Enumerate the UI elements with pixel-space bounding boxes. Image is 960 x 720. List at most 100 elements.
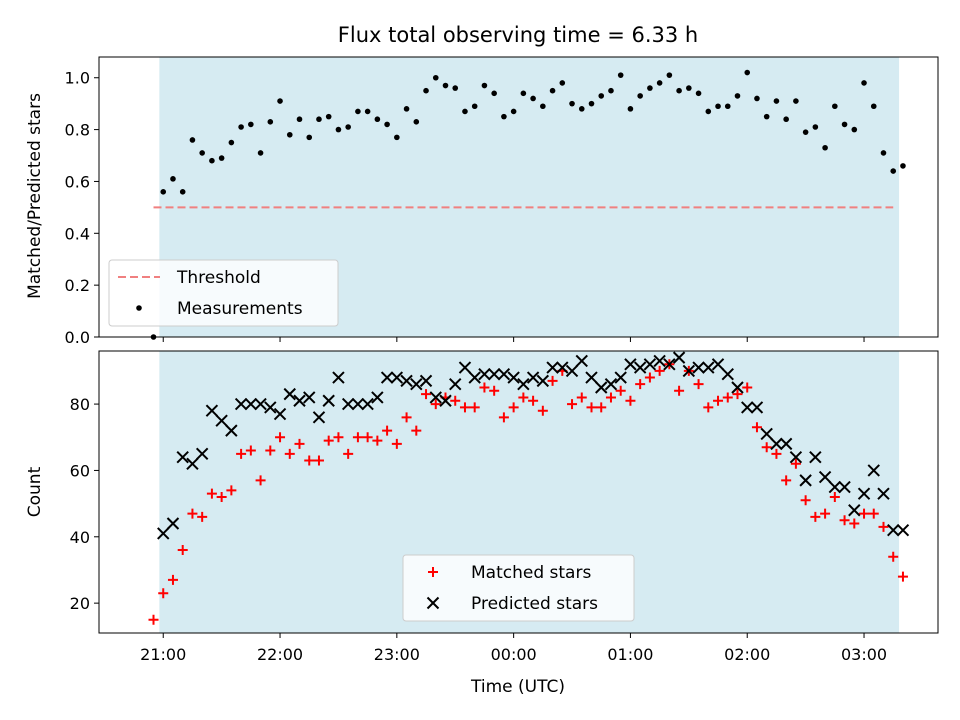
matched-star-point — [421, 389, 432, 400]
predicted-star-point — [439, 394, 452, 407]
predicted-star-point — [857, 487, 871, 500]
predicted-star-point — [595, 381, 608, 394]
measurement-point — [686, 85, 692, 91]
measurement-point — [179, 189, 186, 195]
measurement-point — [228, 139, 235, 146]
measurement-point — [316, 116, 322, 123]
predicted-star-point — [536, 374, 550, 388]
ratio-panel: 0.0 0.2 0.4 0.6 0.8 1.0 Threshold Measurements — [65, 56, 939, 347]
predicted-star-point — [234, 397, 248, 411]
matched-star-point — [713, 395, 724, 406]
measurement-point — [578, 106, 585, 112]
matched-star-point — [596, 402, 607, 413]
measurement-point — [617, 72, 624, 78]
matched-star-point — [450, 395, 461, 406]
predicted-star-point — [322, 394, 335, 407]
predicted-star-point — [721, 368, 734, 381]
predicted-star-point — [818, 470, 832, 484]
predicted-star-point — [663, 358, 676, 371]
legend-entry-matched: Matched stars — [471, 563, 591, 583]
measurement-point — [793, 98, 799, 104]
matched-star-point — [158, 588, 169, 599]
x-tick-label: 01:00 — [607, 645, 653, 664]
predicted-star-point — [166, 517, 180, 530]
matched-star-point — [829, 491, 840, 502]
measurement-point — [481, 82, 488, 89]
predicted-star-point — [546, 361, 559, 374]
matched-star-point — [401, 412, 412, 423]
measurement-point — [598, 93, 605, 99]
predicted-star-point — [750, 401, 764, 414]
legend: Matched stars Predicted stars — [402, 554, 635, 622]
predicted-star-point — [624, 358, 637, 371]
predicted-star-point — [195, 447, 209, 461]
matched-star-point — [693, 379, 704, 390]
matched-star-point — [206, 488, 217, 499]
matched-star-point — [732, 389, 743, 400]
count-panel: 20 40 60 80 21:00 22:00 23:00 00:00 01:00 02:00 03… — [70, 350, 939, 664]
predicted-star-point — [312, 411, 326, 424]
predicted-star-point — [887, 523, 900, 537]
measurement-point — [559, 80, 566, 86]
measurement-point — [647, 85, 653, 91]
matched-star-point — [839, 515, 850, 526]
matched-star-point — [411, 425, 422, 436]
measurement-point — [238, 124, 244, 130]
predicted-star-point — [390, 371, 404, 384]
y-tick-label: 1.0 — [65, 69, 90, 88]
y-tick-label: 60 — [70, 461, 90, 480]
predicted-star-point — [682, 364, 696, 378]
matched-star-point — [635, 379, 646, 390]
matched-star-point — [469, 402, 480, 413]
matched-star-point — [644, 372, 655, 383]
measurement-point — [345, 124, 351, 130]
matched-star-point — [372, 435, 383, 446]
predicted-star-point — [692, 361, 705, 374]
y-tick-label: 40 — [70, 528, 90, 547]
measurement-point — [861, 80, 867, 86]
legend-box — [108, 259, 339, 327]
matched-star-point — [849, 518, 860, 529]
predicted-star-point — [877, 487, 890, 500]
predicted-star-point — [215, 414, 228, 427]
matched-star-point — [820, 508, 831, 519]
x-tick-label: 00:00 — [491, 645, 537, 664]
measurement-point — [783, 116, 789, 123]
measurement-point — [880, 150, 887, 156]
legend-matched-swatch — [428, 567, 438, 577]
y-tick-label: 0.8 — [65, 121, 90, 140]
predicted-star-point — [517, 377, 530, 391]
matched-star-point — [294, 438, 305, 449]
matched-star-point — [878, 521, 889, 532]
measurement-point — [413, 119, 420, 125]
predicted-star-point — [614, 371, 627, 384]
x-tick-label: 23:00 — [374, 645, 420, 664]
measurement-point — [286, 131, 293, 138]
measurement-point — [491, 90, 497, 97]
matched-star-point — [751, 422, 762, 433]
measurement-point — [364, 108, 371, 115]
matched-star-point — [742, 382, 753, 393]
matched-star-point — [722, 392, 733, 403]
measurement-point — [160, 189, 167, 195]
matched-star-point — [528, 395, 539, 406]
predicted-star-point — [867, 464, 880, 477]
measurement-point — [822, 144, 828, 151]
predicted-star-point — [371, 391, 384, 404]
x-tick-label: 03:00 — [841, 645, 887, 664]
matched-star-point — [703, 402, 714, 413]
matched-star-point — [459, 402, 470, 413]
measurement-point — [267, 119, 274, 125]
predicted-star-point — [672, 351, 686, 364]
predicted-star-point — [556, 361, 569, 374]
measurement-point — [394, 134, 400, 141]
measurement-point — [802, 129, 809, 135]
predicted-star-point — [341, 397, 355, 411]
measurement-point — [890, 168, 897, 174]
measurement-point — [335, 126, 342, 133]
predicted-star-point — [410, 377, 423, 391]
matched-star-point — [605, 392, 616, 403]
axes-frame — [98, 56, 939, 338]
predicted-star-point — [760, 427, 773, 441]
